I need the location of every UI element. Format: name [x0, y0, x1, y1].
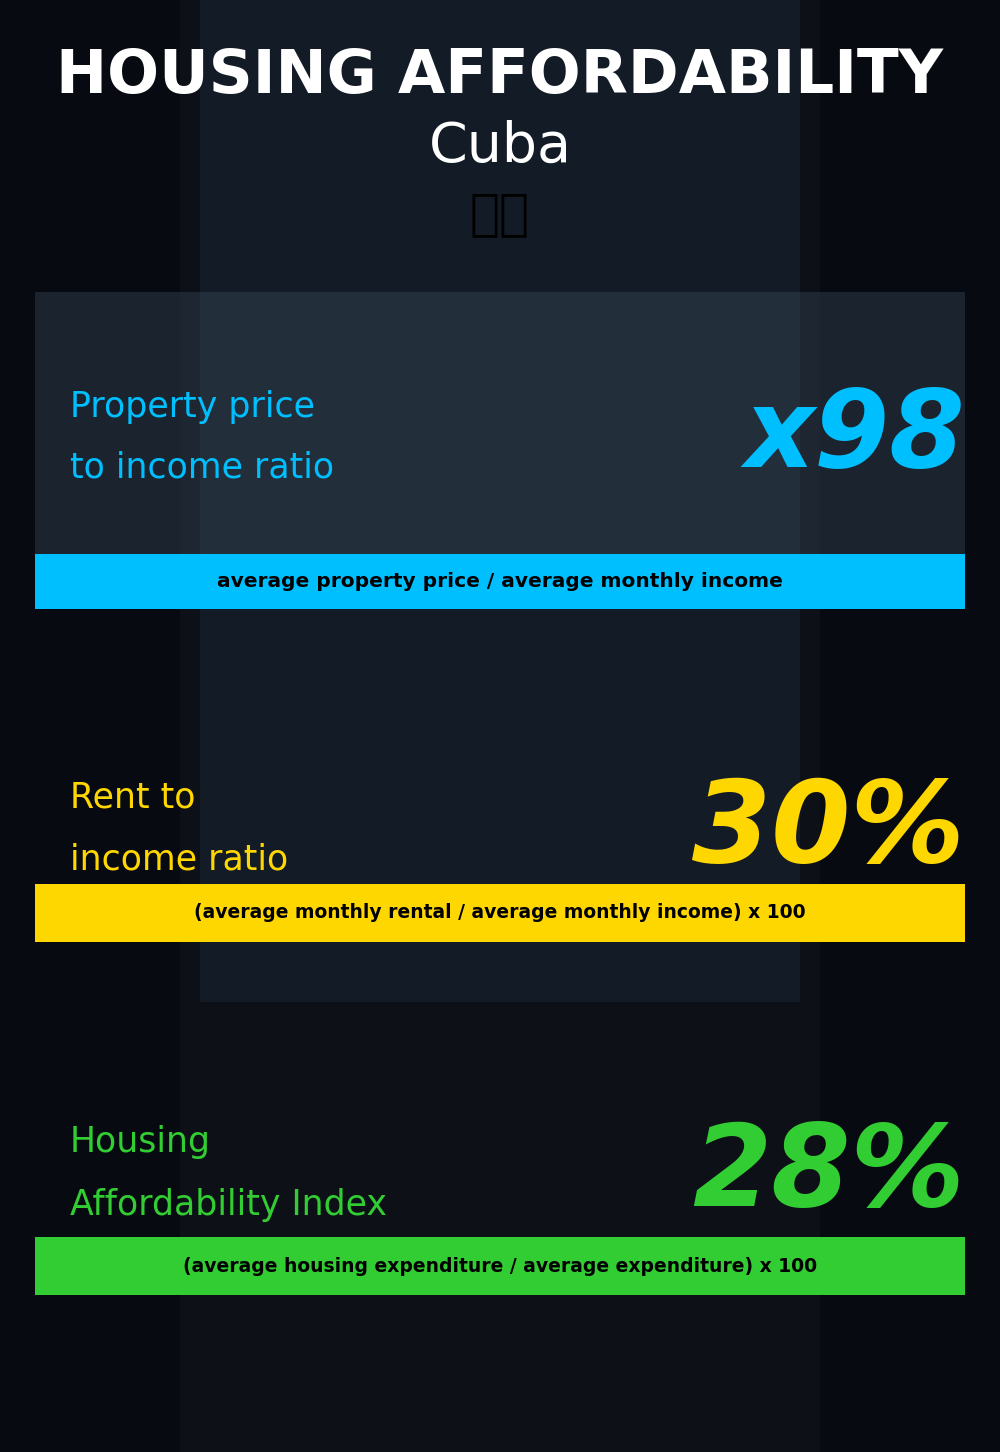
Text: Rent to: Rent to	[70, 780, 196, 815]
Text: x98: x98	[744, 383, 965, 489]
Text: Cuba: Cuba	[428, 121, 572, 174]
Text: Housing: Housing	[70, 1125, 211, 1159]
Bar	[35, 292, 965, 566]
Bar	[200, 0, 800, 1002]
Text: 🇨🇺: 🇨🇺	[470, 190, 530, 238]
Text: 28%: 28%	[692, 1119, 965, 1230]
Text: income ratio: income ratio	[70, 844, 288, 877]
Bar	[35, 555, 965, 608]
Bar	[820, 0, 1000, 1452]
Text: 30%: 30%	[692, 774, 965, 886]
Text: (average monthly rental / average monthly income) x 100: (average monthly rental / average monthl…	[194, 903, 806, 922]
Text: to income ratio: to income ratio	[70, 450, 334, 484]
Text: Property price: Property price	[70, 391, 315, 424]
Text: average property price / average monthly income: average property price / average monthly…	[217, 572, 783, 591]
Text: HOUSING AFFORDABILITY: HOUSING AFFORDABILITY	[56, 48, 944, 106]
Bar	[35, 884, 965, 942]
Bar	[0, 0, 180, 1452]
Bar	[35, 1237, 965, 1295]
Text: Affordability Index: Affordability Index	[70, 1188, 387, 1223]
Text: (average housing expenditure / average expenditure) x 100: (average housing expenditure / average e…	[183, 1256, 817, 1275]
